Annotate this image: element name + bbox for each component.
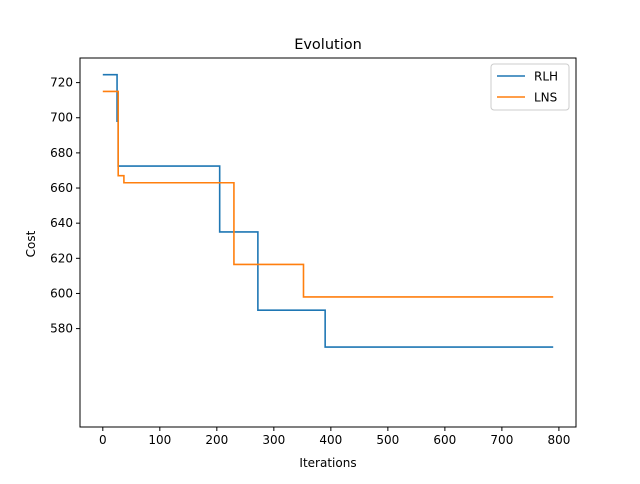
y-tick-label-3: 640 xyxy=(50,216,73,230)
x-tick-label-8: 800 xyxy=(547,433,570,447)
x-tick-label-6: 600 xyxy=(433,433,456,447)
y-tick-label-0: 580 xyxy=(50,322,73,336)
series-line-1 xyxy=(102,90,554,298)
y-tick-label-6: 700 xyxy=(50,111,73,125)
legend-label-1: LNS xyxy=(534,91,557,105)
x-tick-label-3: 300 xyxy=(262,433,285,447)
y-axis-label: Cost xyxy=(24,230,38,257)
y-tick-label-2: 620 xyxy=(50,251,73,265)
x-tick-label-4: 400 xyxy=(319,433,342,447)
x-tick-label-5: 500 xyxy=(376,433,399,447)
legend: RLH LNS xyxy=(490,63,570,111)
x-tick-label-1: 100 xyxy=(148,433,171,447)
x-tick-label-2: 200 xyxy=(205,433,228,447)
chart-title: Evolution xyxy=(294,37,362,53)
legend-label-0: RLH xyxy=(534,70,558,84)
series-layer xyxy=(102,73,554,348)
y-tick-label-5: 680 xyxy=(50,146,73,160)
y-tick-label-1: 600 xyxy=(50,286,73,300)
x-tick-label-0: 0 xyxy=(99,433,107,447)
axes-layer: 0 100 200 300 400 500 600 700 800 580 600 620 640 660… xyxy=(50,57,577,447)
x-tick-label-7: 700 xyxy=(490,433,513,447)
y-tick-label-7: 720 xyxy=(50,76,73,90)
plot-frame xyxy=(79,57,577,428)
x-axis-label: Iterations xyxy=(299,456,356,470)
y-tick-label-4: 660 xyxy=(50,181,73,195)
series-line-0 xyxy=(102,73,554,348)
